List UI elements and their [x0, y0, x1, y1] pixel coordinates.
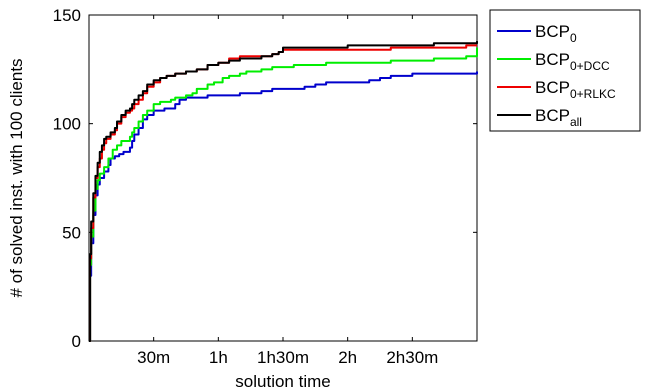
legend-label-2: BCP0+RLKC [535, 78, 616, 101]
y-tick-label: 0 [72, 332, 81, 351]
legend-label-1: BCP0+DCC [535, 50, 610, 73]
x-tick-label: 30m [137, 348, 170, 367]
y-axis-label: # of solved inst. with 100 clients [7, 58, 26, 297]
series-line-1 [89, 47, 478, 342]
legend-label-main: BCP [535, 22, 570, 41]
x-axis: 30m 1h 1h30m 2h 2h30m [137, 15, 438, 367]
legend-label-subscript: 0+DCC [570, 59, 610, 73]
x-tick-label: 1h [209, 348, 228, 367]
legend-label-subscript: 0 [570, 31, 577, 45]
x-axis-label: solution time [235, 372, 330, 391]
x-tick-label: 2h [338, 348, 357, 367]
legend-label-subscript: all [570, 115, 582, 129]
legend-label-0: BCP0 [535, 22, 577, 45]
legend-label-main: BCP [535, 78, 570, 97]
plot-frame [88, 14, 478, 342]
legend-label-subscript: 0+RLKC [570, 87, 616, 101]
y-tick-label: 150 [53, 6, 81, 25]
series-line-0 [89, 71, 478, 342]
y-axis: 0 50 100 150 [53, 6, 477, 351]
legend-label-main: BCP [535, 106, 570, 125]
y-tick-label: 100 [53, 115, 81, 134]
y-tick-label: 50 [62, 223, 81, 242]
x-tick-label: 2h30m [386, 348, 438, 367]
legend-label-main: BCP [535, 50, 570, 69]
x-tick-label: 1h30m [257, 348, 309, 367]
series-lines [89, 41, 478, 342]
series-line-3 [89, 41, 478, 342]
legend-label-3: BCPall [535, 106, 582, 129]
